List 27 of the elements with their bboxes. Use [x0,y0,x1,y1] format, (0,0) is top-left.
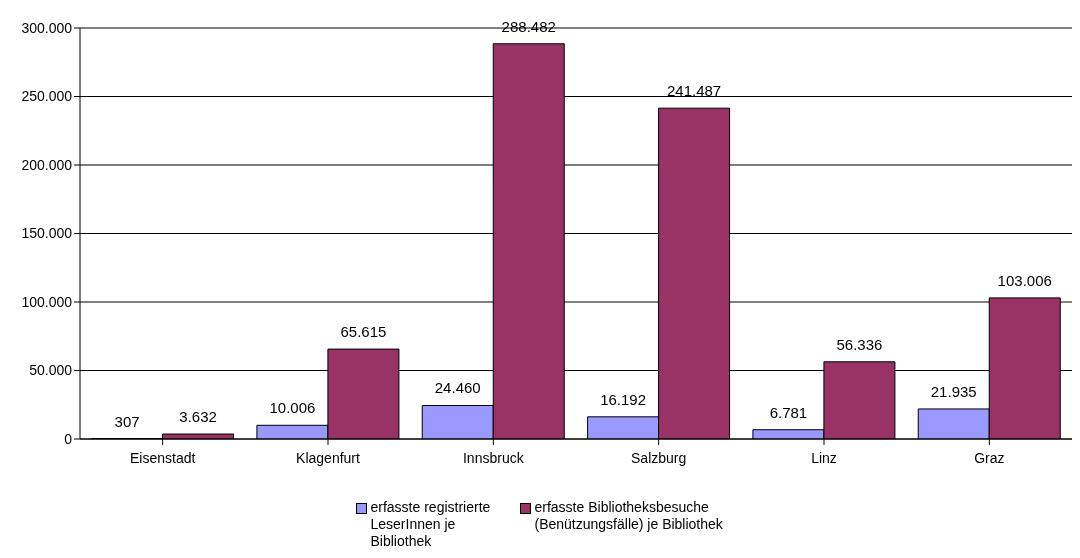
x-tick-label: Eisenstadt [129,449,196,466]
data-label: 103.006 [997,271,1052,289]
data-label: 3.632 [179,408,217,426]
data-label: 16.192 [600,390,647,408]
data-label: 10.006 [269,399,316,417]
data-label: 24.460 [434,379,481,397]
y-tick-label: 200.000 [21,156,73,173]
data-label: 307 [114,412,140,430]
x-tick-label: Salzburg [631,449,687,466]
legend-label: erfasste registrierte LeserInnen je Bibliothek [370,499,492,550]
data-label: 288.482 [501,17,556,35]
y-tick-label: 50.000 [29,362,73,379]
x-tick-label: Linz [811,449,837,466]
y-tick-label: 300.000 [21,19,73,36]
x-tick-label: Graz [974,449,1005,466]
y-tick-label: 0 [64,430,73,447]
data-label: 56.336 [836,335,883,353]
data-label: 241.487 [666,82,722,100]
data-label: 6.781 [769,403,808,421]
y-tick-label: 100.000 [21,293,73,310]
x-tick-label: Klagenfurt [296,449,361,466]
legend-label: erfasste Bibliotheksbesuche (Benützungsfälle) je Bibliothek [534,499,724,533]
data-label: 21.935 [930,382,977,400]
data-label: 65.615 [340,323,387,341]
y-tick-label: 150.000 [21,225,73,242]
x-tick-label: Innsbruck [462,449,525,466]
y-tick-label: 250.000 [21,88,73,105]
